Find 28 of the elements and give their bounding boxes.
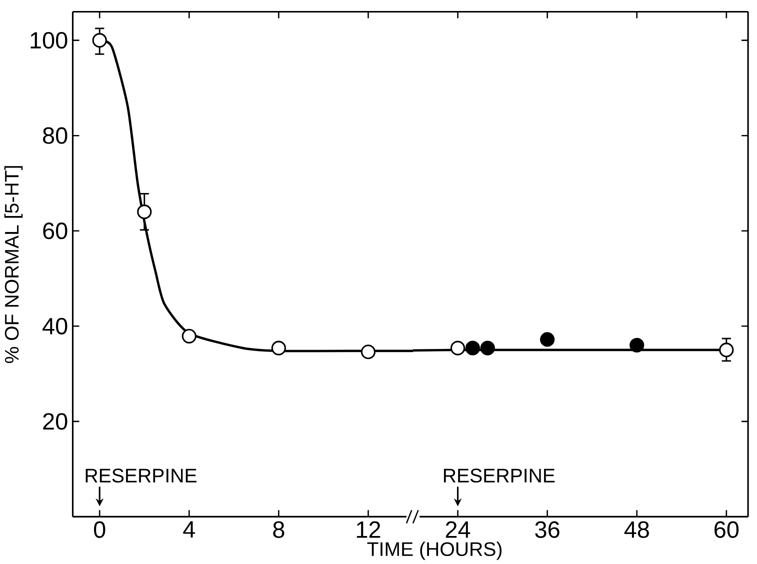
- x-axis-title: TIME (HOURS): [367, 542, 502, 560]
- y-tick-label: 60: [43, 222, 68, 240]
- x-tick-label: 60: [714, 521, 739, 538]
- x-tick-label: 8: [273, 521, 284, 538]
- x-tick-label: 24: [446, 521, 470, 538]
- point: [92, 32, 107, 48]
- y-tick-label: 100: [30, 32, 68, 48]
- x-tick-label: 48: [624, 521, 649, 538]
- y-axis-title: % OF NORMAL [5-HT]: [4, 166, 23, 363]
- point: [630, 338, 644, 352]
- point: [271, 340, 286, 356]
- point: [719, 342, 734, 358]
- y-tick-label: 40: [42, 318, 68, 334]
- point: [182, 328, 196, 344]
- point: [360, 344, 376, 360]
- point: [480, 340, 495, 356]
- y-tick-label: 80: [43, 127, 68, 144]
- annotation: RESERPINE: [86, 468, 196, 482]
- x-tick-label: 4: [183, 521, 195, 538]
- point: [137, 204, 152, 219]
- y-tick-label: 20: [43, 412, 68, 430]
- annotation: RESERPINE: [444, 468, 555, 482]
- point: [450, 340, 466, 356]
- x-tick-label: 36: [535, 521, 560, 538]
- point: [540, 332, 555, 347]
- point: [465, 340, 480, 356]
- x-tick-label: 0: [94, 521, 106, 538]
- x-tick-label: 12: [356, 521, 380, 538]
